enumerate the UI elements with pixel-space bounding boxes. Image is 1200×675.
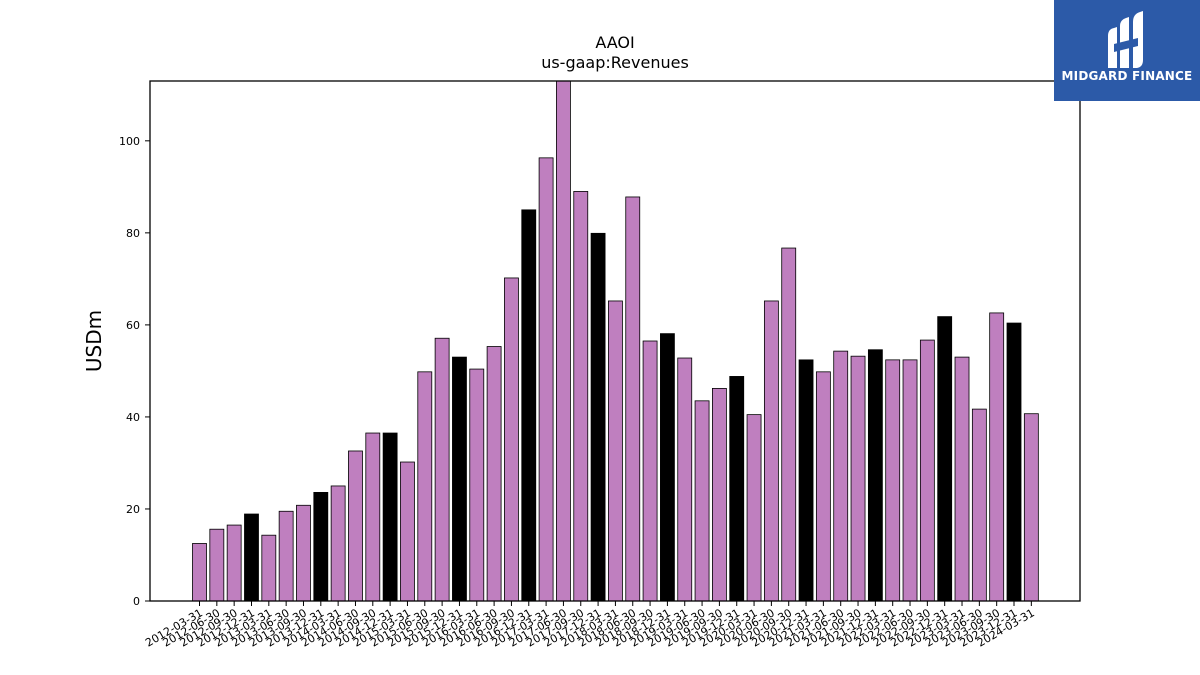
chart-subtitle: us-gaap:Revenues (541, 53, 689, 72)
midgard-finance-logo: MIDGARD FINANCE (1054, 0, 1200, 101)
bar-2022-12-31 (937, 316, 953, 602)
y-tick-label: 20 (126, 503, 140, 516)
bar-2012-06-30 (209, 528, 225, 602)
bar-2017-12-31 (590, 232, 606, 602)
bar-2014-09-30 (365, 432, 381, 602)
x-axis-ticks: 2012-03-312012-06-302012-09-302012-12-31… (143, 601, 1037, 650)
bar-2015-09-30 (434, 337, 450, 602)
y-axis-ticks: 0 20 40 60 80 100 (119, 135, 150, 608)
bar-2018-03-31 (608, 300, 623, 602)
bar-2019-06-30 (694, 400, 710, 602)
chart-title: AAOI (595, 33, 634, 52)
bar-2013-06-30 (278, 510, 294, 602)
bar-2021-06-30 (833, 350, 849, 602)
bar-2013-09-30 (296, 504, 311, 602)
bar-2012-09-30 (226, 524, 242, 602)
bar-2014-03-31 (330, 485, 346, 602)
y-tick-label: 100 (119, 135, 140, 148)
bar-2021-03-31 (815, 371, 831, 602)
bar-2016-06-30 (486, 346, 502, 602)
bar-2022-03-31 (885, 359, 901, 602)
bar-2022-06-30 (902, 359, 918, 602)
bar-2018-06-30 (625, 196, 641, 602)
bar-2016-12-31 (521, 209, 537, 602)
bar-2016-03-31 (469, 368, 485, 602)
bar-2018-12-31 (660, 333, 675, 602)
bar-2017-06-30 (556, 80, 571, 602)
plot-frame (149, 80, 1081, 602)
bar-2022-09-30 (919, 339, 935, 602)
y-tick-label: 80 (126, 227, 140, 240)
bar-2020-03-31 (746, 414, 762, 602)
bar-2019-09-30 (712, 387, 727, 602)
bar-2020-12-31 (798, 359, 814, 602)
bar-2023-03-31 (954, 356, 970, 602)
midgard-logo-icon (1108, 11, 1143, 68)
bar-2023-12-31 (1006, 322, 1022, 602)
bar-2015-12-31 (452, 356, 467, 602)
bars (192, 80, 1039, 602)
y-axis-label: USDm (82, 310, 106, 372)
bar-2013-03-31 (261, 534, 277, 602)
bar-2017-03-31 (538, 157, 554, 602)
bar-2024-03-31 (1023, 413, 1039, 602)
bar-2023-06-30 (971, 408, 987, 602)
y-tick-label: 0 (133, 595, 140, 608)
y-tick-label: 60 (126, 319, 140, 332)
bar-2016-09-30 (504, 277, 519, 602)
bar-2014-12-31 (382, 432, 398, 602)
bar-2012-03-31 (192, 543, 207, 602)
bar-2012-12-31 (244, 513, 259, 602)
bar-2020-06-30 (763, 300, 779, 602)
bar-2015-03-31 (400, 461, 415, 602)
bar-2017-09-30 (573, 191, 589, 602)
bar-2013-12-31 (313, 491, 329, 602)
bar-2015-06-30 (417, 371, 433, 602)
bar-2014-06-30 (348, 450, 363, 602)
bar-2023-09-30 (989, 312, 1005, 602)
bar-2020-09-30 (781, 247, 797, 602)
bar-2019-12-31 (729, 376, 745, 602)
bar-2018-09-30 (642, 340, 658, 602)
bar-2021-12-31 (867, 349, 883, 602)
bar-2019-03-31 (677, 357, 693, 602)
logo-text: MIDGARD FINANCE (1061, 69, 1193, 83)
y-tick-label: 40 (126, 411, 140, 424)
bar-2021-09-30 (850, 355, 866, 602)
